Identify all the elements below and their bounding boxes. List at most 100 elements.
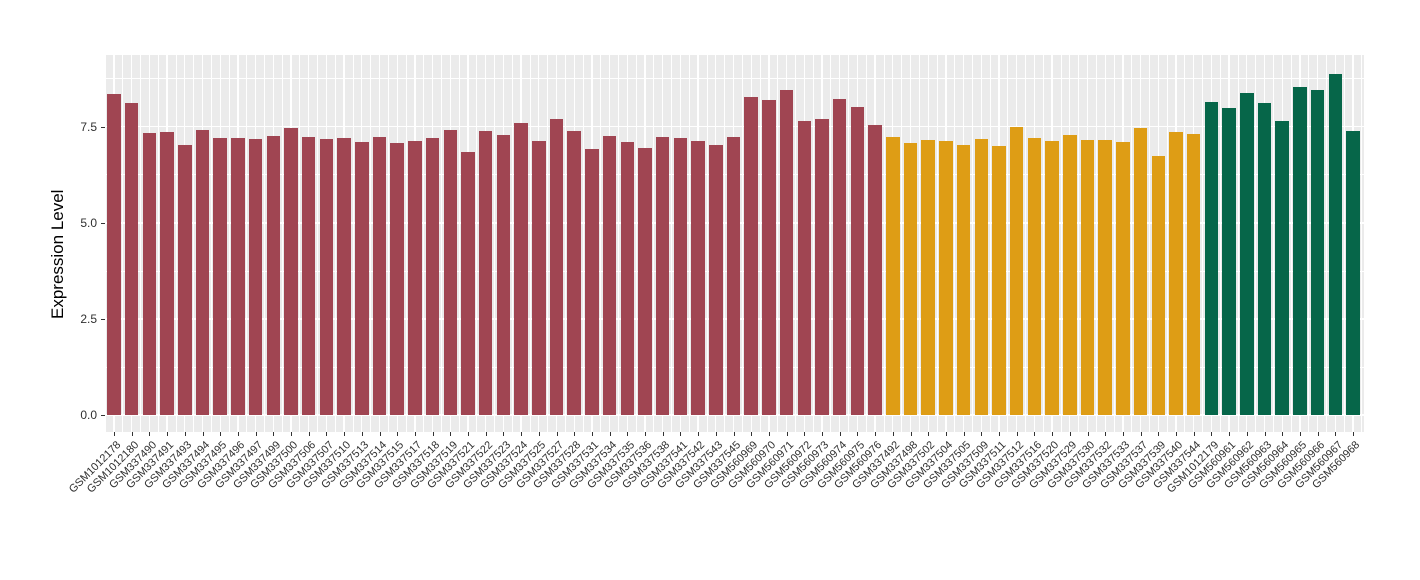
minor-gridline: [105, 78, 1364, 80]
bar-GSM337513: [355, 141, 369, 415]
bar-GSM337530: [1080, 140, 1095, 415]
bar-GSM337541: [673, 137, 688, 415]
x-tick-mark: [291, 432, 292, 436]
minor-gridline-v: [352, 55, 354, 432]
x-tick-mark: [450, 432, 452, 436]
minor-gridline-v: [299, 55, 301, 432]
bar-GSM337507: [319, 138, 334, 415]
x-tick-mark: [1176, 432, 1177, 436]
bar-GSM560965: [1293, 87, 1307, 415]
bar-GSM560973: [815, 119, 829, 415]
bar-GSM337516: [1027, 137, 1042, 415]
minor-gridline-v: [1290, 55, 1292, 432]
minor-gridline-v: [706, 55, 708, 432]
x-tick-mark: [521, 432, 523, 436]
x-tick-mark: [963, 432, 965, 436]
y-tick-label: 5.0: [80, 215, 97, 230]
bar-GSM337499: [266, 135, 281, 415]
minor-gridline-v: [1219, 55, 1221, 432]
major-gridline: [105, 414, 1364, 416]
bar-GSM337512: [1009, 127, 1024, 415]
bar-GSM560962: [1240, 93, 1254, 415]
minor-gridline-v: [954, 55, 956, 432]
x-tick-mark: [255, 432, 257, 436]
minor-gridline-v: [1149, 55, 1150, 432]
minor-gridline-v: [1095, 55, 1097, 432]
minor-gridline-v: [157, 55, 159, 432]
bar-GSM1012179: [1204, 102, 1219, 415]
bar-GSM337490: [142, 133, 157, 415]
minor-gridline-v: [281, 55, 283, 432]
y-tick-mark: [101, 126, 105, 128]
minor-gridline-v: [264, 55, 265, 432]
minor-gridline-v: [848, 55, 849, 432]
minor-gridline-v: [1060, 55, 1062, 432]
x-tick-mark: [609, 432, 611, 436]
x-tick-mark: [538, 432, 540, 436]
minor-gridline-v: [1025, 55, 1026, 432]
x-tick-mark: [1052, 432, 1054, 436]
bar-GSM337523: [496, 134, 511, 415]
x-tick-mark: [1158, 432, 1160, 436]
x-tick-mark: [114, 432, 115, 436]
bar-GSM337518: [425, 137, 440, 415]
bar-GSM337510: [337, 138, 351, 415]
bar-GSM560976: [868, 125, 882, 415]
minor-gridline-v: [228, 55, 230, 432]
x-tick-mark: [1299, 432, 1301, 436]
x-tick-mark: [220, 432, 222, 436]
minor-gridline-v: [511, 55, 513, 432]
minor-gridline-v: [458, 55, 460, 432]
minor-gridline-v: [547, 55, 549, 432]
minor-gridline-v: [1184, 55, 1186, 432]
bar-GSM337545: [726, 137, 741, 415]
x-tick-mark: [237, 432, 239, 436]
minor-gridline-v: [1202, 55, 1203, 432]
minor-gridline-v: [334, 55, 336, 432]
bar-GSM337531: [585, 149, 599, 415]
bar-GSM337544: [1186, 134, 1201, 415]
bar-GSM337500: [284, 128, 298, 415]
x-tick-mark: [768, 432, 770, 436]
bar-GSM560968: [1346, 130, 1360, 415]
bar-GSM1012178: [107, 94, 121, 415]
bar-GSM337536: [638, 147, 652, 415]
bar-GSM337496: [231, 137, 245, 415]
x-tick-mark: [1264, 432, 1266, 436]
x-tick-mark: [503, 432, 505, 436]
bar-GSM337494: [195, 130, 210, 415]
bar-GSM560964: [1275, 120, 1289, 415]
bar-GSM337540: [1169, 131, 1183, 415]
minor-gridline-v: [688, 55, 690, 432]
bar-GSM337515: [390, 143, 404, 415]
minor-gridline-v: [1361, 55, 1363, 432]
x-tick-mark: [167, 432, 169, 436]
x-tick-mark: [715, 432, 717, 436]
minor-gridline-v: [671, 55, 672, 432]
minor-gridline-v: [759, 55, 761, 432]
bar-GSM337491: [160, 132, 174, 415]
minor-gridline-v: [1237, 55, 1239, 432]
x-tick-mark: [981, 432, 983, 436]
x-tick-mark: [1193, 432, 1195, 436]
x-tick-mark: [645, 432, 646, 436]
bar-GSM337539: [1151, 155, 1166, 415]
minor-gridline-v: [1308, 55, 1310, 432]
x-tick-mark: [1211, 432, 1213, 436]
bar-GSM1012180: [124, 103, 139, 415]
x-tick-mark: [999, 432, 1000, 436]
x-tick-mark: [1246, 432, 1248, 436]
bar-GSM560961: [1222, 108, 1236, 415]
y-axis-title: Expression Level: [48, 189, 67, 319]
x-tick-mark: [591, 432, 593, 436]
x-tick-mark: [1282, 432, 1284, 436]
minor-gridline-v: [635, 55, 637, 432]
minor-gridline-v: [901, 55, 903, 432]
minor-gridline-v: [105, 55, 106, 432]
bar-GSM337511: [992, 146, 1006, 415]
bar-GSM337502: [921, 140, 935, 415]
x-tick-mark: [928, 432, 930, 436]
x-tick-mark: [839, 432, 841, 436]
x-tick-mark: [1122, 432, 1124, 436]
minor-gridline-v: [387, 55, 389, 432]
